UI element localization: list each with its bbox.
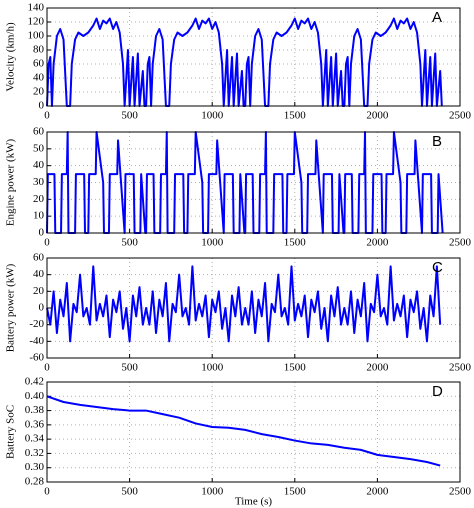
- x-tick-label: 2000: [366, 110, 389, 122]
- y-tick-label: 20: [33, 285, 45, 297]
- y-tick-label: 30: [33, 176, 45, 188]
- y-tick-label: -20: [29, 318, 44, 330]
- x-tick-label: 500: [121, 362, 138, 374]
- x-tick-label: 1000: [201, 110, 224, 122]
- plot-frame: [46, 257, 461, 359]
- x-axis-label: Time (s): [235, 496, 273, 508]
- x-tick-label: 2500: [449, 237, 472, 249]
- y-tick-label: 60: [33, 58, 45, 70]
- y-tick-label: 140: [28, 2, 45, 14]
- y-tick-label: 40: [33, 159, 45, 171]
- y-tick-label: 0.34: [25, 433, 45, 445]
- x-tick-label: 2500: [449, 110, 472, 122]
- x-tick-label: 2500: [449, 362, 472, 374]
- y-tick-label: 20: [33, 193, 45, 205]
- panel-label: A: [432, 9, 442, 26]
- x-tick-label: 0: [44, 362, 50, 374]
- y-tick-label: 40: [33, 268, 45, 280]
- y-tick-label: 60: [33, 126, 45, 138]
- y-tick-label: 10: [33, 210, 45, 222]
- y-tick-label: 60: [33, 252, 45, 264]
- plot-frame: [46, 7, 461, 107]
- data-line: [46, 265, 442, 343]
- panel-label: D: [432, 383, 443, 400]
- y-tick-label: -40: [29, 335, 44, 347]
- panel-label: C: [432, 259, 443, 276]
- x-tick-label: 2000: [366, 362, 389, 374]
- y-tick-label: 0.32: [25, 447, 44, 459]
- x-tick-label: 2000: [366, 237, 389, 249]
- x-tick-label: 1000: [201, 486, 224, 498]
- x-tick-label: 0: [44, 110, 50, 122]
- x-tick-label: 2000: [366, 486, 389, 498]
- y-axis-label: Battery SoC: [5, 405, 17, 459]
- y-tick-label: 0: [39, 100, 45, 112]
- y-tick-label: -60: [29, 352, 44, 364]
- y-tick-label: 20: [33, 86, 45, 98]
- y-tick-label: 50: [33, 142, 45, 154]
- x-tick-label: 500: [121, 237, 138, 249]
- y-tick-label: 0: [39, 227, 45, 239]
- x-tick-label: 0: [44, 237, 50, 249]
- y-tick-label: 0: [39, 302, 45, 314]
- x-tick-label: 1000: [201, 362, 224, 374]
- x-tick-label: 2500: [449, 486, 472, 498]
- x-tick-label: 1500: [284, 362, 307, 374]
- plot-frame: [46, 381, 461, 483]
- y-tick-label: 0.28: [25, 476, 45, 488]
- y-tick-label: 100: [28, 30, 45, 42]
- y-axis-label: Battery power (kW): [5, 263, 17, 352]
- x-tick-label: 1500: [284, 110, 307, 122]
- x-tick-label: 0: [44, 486, 50, 498]
- y-tick-label: 0.38: [25, 404, 45, 416]
- x-tick-label: 500: [121, 486, 138, 498]
- y-tick-label: 80: [33, 44, 45, 56]
- x-tick-label: 500: [121, 110, 138, 122]
- y-axis-label: Velocity (km/h): [5, 22, 17, 92]
- x-tick-label: 1000: [201, 237, 224, 249]
- y-tick-label: 0.30: [25, 461, 45, 473]
- x-tick-label: 1500: [284, 237, 307, 249]
- x-tick-label: 1500: [284, 486, 307, 498]
- plot-frame: [46, 131, 461, 234]
- y-tick-label: 0.42: [25, 376, 44, 388]
- data-line: [46, 395, 441, 467]
- y-axis-label: Engine power (kW): [5, 138, 17, 226]
- panel-label: B: [432, 133, 442, 150]
- y-tick-label: 120: [28, 16, 45, 28]
- y-tick-label: 40: [33, 72, 45, 84]
- y-tick-label: 0.40: [25, 390, 45, 402]
- y-tick-label: 0.36: [25, 418, 45, 430]
